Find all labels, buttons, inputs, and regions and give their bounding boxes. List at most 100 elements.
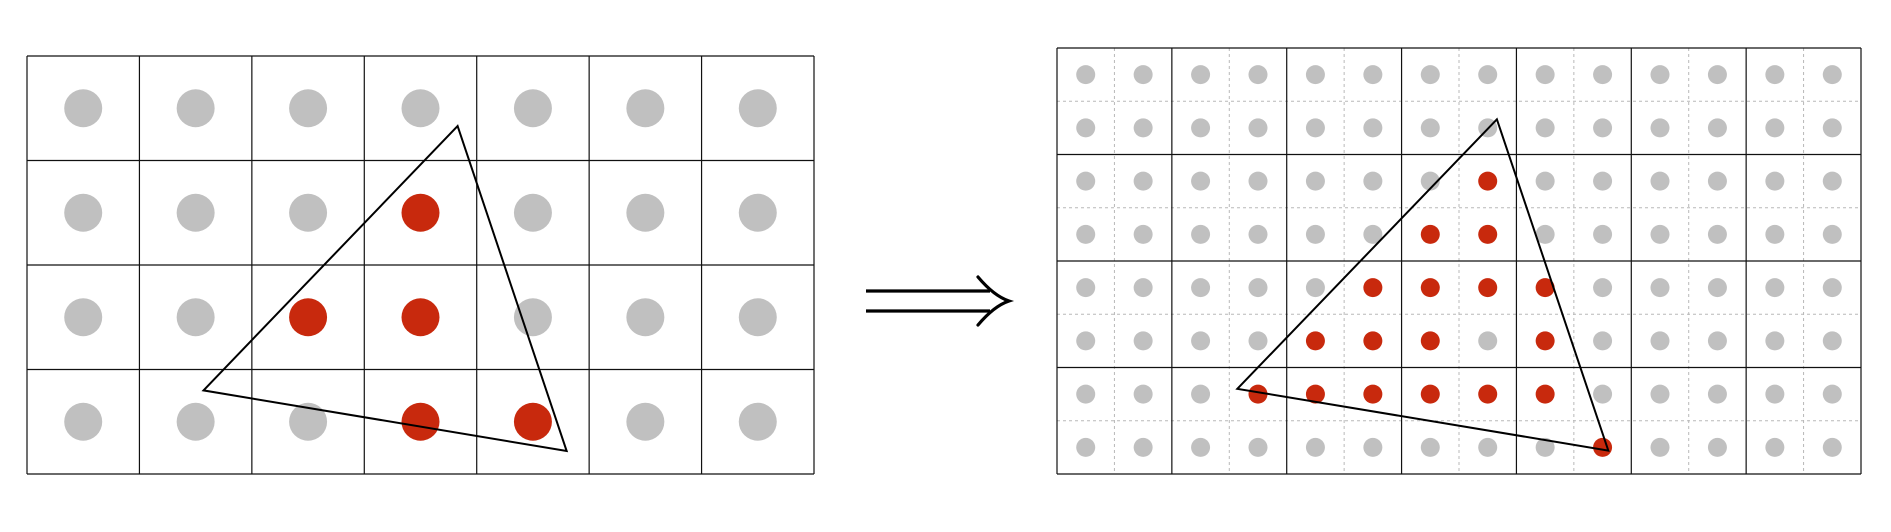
sample-point-covered bbox=[1363, 331, 1383, 351]
sample-point bbox=[1363, 224, 1383, 244]
sample-point bbox=[1363, 118, 1383, 138]
sample-point bbox=[1191, 278, 1211, 298]
sample-point bbox=[1707, 171, 1727, 191]
sample-point bbox=[1765, 171, 1785, 191]
sample-point bbox=[1076, 118, 1096, 138]
sample-point-covered bbox=[401, 193, 440, 232]
sample-point bbox=[1420, 65, 1440, 85]
sample-point bbox=[1650, 224, 1670, 244]
sample-point bbox=[1650, 171, 1670, 191]
sample-point bbox=[1133, 384, 1153, 404]
double-right-arrow-icon bbox=[866, 275, 1015, 327]
sample-point bbox=[513, 193, 552, 232]
sample-point bbox=[176, 402, 215, 441]
sample-point-covered bbox=[1363, 384, 1383, 404]
sample-point bbox=[1593, 331, 1613, 351]
sample-point bbox=[176, 89, 215, 128]
sample-point bbox=[1535, 171, 1555, 191]
sample-point bbox=[1707, 384, 1727, 404]
sample-point-covered bbox=[1478, 384, 1498, 404]
sample-point bbox=[1707, 278, 1727, 298]
sample-point bbox=[1707, 331, 1727, 351]
sample-point bbox=[1191, 384, 1211, 404]
sample-point-covered bbox=[1535, 278, 1555, 298]
sample-point bbox=[1305, 65, 1325, 85]
sample-point bbox=[1363, 65, 1383, 85]
sample-point bbox=[1535, 118, 1555, 138]
sample-point bbox=[1707, 65, 1727, 85]
sample-point bbox=[1420, 437, 1440, 457]
sample-point bbox=[1707, 118, 1727, 138]
sample-point bbox=[1822, 331, 1842, 351]
sample-point bbox=[1822, 65, 1842, 85]
triangle bbox=[1235, 117, 1610, 452]
sample-point bbox=[1076, 171, 1096, 191]
sample-point bbox=[1076, 224, 1096, 244]
sample-point bbox=[1191, 224, 1211, 244]
sample-point bbox=[176, 193, 215, 232]
sample-point bbox=[1593, 171, 1613, 191]
sample-point bbox=[1765, 224, 1785, 244]
sample-point bbox=[738, 402, 777, 441]
sample-point bbox=[626, 402, 665, 441]
sample-point bbox=[1305, 224, 1325, 244]
sample-point-covered bbox=[513, 402, 552, 441]
sample-point bbox=[1650, 384, 1670, 404]
sample-point bbox=[1650, 437, 1670, 457]
triangle bbox=[201, 124, 569, 453]
sample-point bbox=[64, 402, 103, 441]
sample-point-covered bbox=[1478, 224, 1498, 244]
sample-point bbox=[1133, 278, 1153, 298]
sample-point bbox=[1248, 118, 1268, 138]
sample-point bbox=[1535, 65, 1555, 85]
sample-point bbox=[1822, 437, 1842, 457]
sample-point bbox=[64, 193, 103, 232]
sample-point-covered bbox=[1420, 224, 1440, 244]
sample-point bbox=[64, 298, 103, 337]
sample-point bbox=[64, 89, 103, 128]
sample-point bbox=[289, 402, 328, 441]
sample-point-covered bbox=[1305, 331, 1325, 351]
sample-point bbox=[1593, 224, 1613, 244]
sample-point bbox=[1248, 278, 1268, 298]
sample-point bbox=[1478, 437, 1498, 457]
sample-point bbox=[1765, 278, 1785, 298]
sample-point bbox=[1765, 65, 1785, 85]
sample-point bbox=[1420, 118, 1440, 138]
sample-point bbox=[1363, 171, 1383, 191]
sample-point bbox=[401, 89, 440, 128]
sample-point bbox=[1133, 65, 1153, 85]
sample-point bbox=[1822, 224, 1842, 244]
sample-point bbox=[1765, 384, 1785, 404]
sample-point bbox=[1593, 384, 1613, 404]
sample-point bbox=[1593, 118, 1613, 138]
sample-point bbox=[626, 89, 665, 128]
sample-point bbox=[1133, 224, 1153, 244]
sample-point-covered bbox=[1363, 278, 1383, 298]
sample-point-covered bbox=[1593, 437, 1613, 457]
sample-point bbox=[1765, 437, 1785, 457]
sample-point-covered bbox=[1535, 331, 1555, 351]
sample-point bbox=[1822, 278, 1842, 298]
sample-point bbox=[1707, 224, 1727, 244]
left-panel-one-sample-per-pixel: one sample per pixel bbox=[26, 55, 815, 475]
sample-point bbox=[1535, 437, 1555, 457]
sample-point bbox=[513, 89, 552, 128]
sample-point bbox=[1707, 437, 1727, 457]
sample-point bbox=[1765, 331, 1785, 351]
sample-point bbox=[1248, 171, 1268, 191]
sample-point bbox=[1248, 224, 1268, 244]
sample-point bbox=[1535, 224, 1555, 244]
sample-point-covered bbox=[1535, 384, 1555, 404]
sample-point bbox=[1305, 171, 1325, 191]
sample-point-covered bbox=[289, 298, 328, 337]
sample-point bbox=[1650, 65, 1670, 85]
sample-point bbox=[1076, 65, 1096, 85]
sample-point bbox=[1305, 437, 1325, 457]
sample-point bbox=[1133, 331, 1153, 351]
sample-point bbox=[1305, 118, 1325, 138]
sample-point bbox=[1248, 65, 1268, 85]
sample-point bbox=[1191, 118, 1211, 138]
